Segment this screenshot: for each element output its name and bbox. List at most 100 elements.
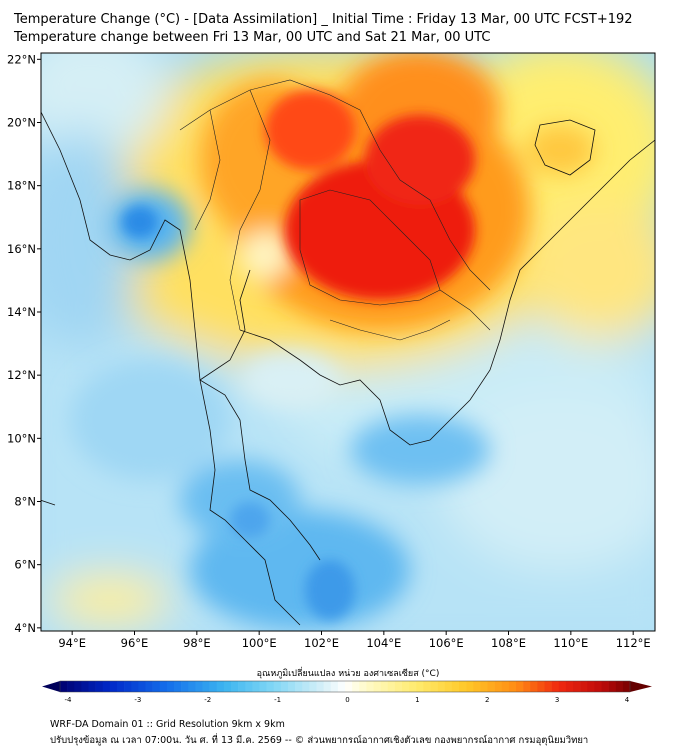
colorbar-segment [195, 681, 203, 692]
colorbar-segment [409, 681, 417, 692]
map-subtitle: Temperature change between Fri 13 Mar, 0… [14, 30, 491, 45]
colorbar-tick-label: -2 [204, 696, 211, 704]
colorbar-segment [473, 681, 481, 692]
colorbar-segment [352, 681, 360, 692]
colorbar-segment [373, 681, 381, 692]
colorbar-segment [615, 681, 624, 692]
lat-tick-label: 14°N [7, 305, 36, 319]
colorbar [42, 680, 652, 693]
colorbar-segment [145, 681, 153, 692]
colorbar-segment [202, 681, 210, 692]
colorbar-tick-label: 1 [415, 696, 419, 704]
lon-tick-label: 104°E [366, 636, 401, 650]
lat-tick-label: 20°N [7, 115, 36, 129]
colorbar-segment [537, 681, 545, 692]
colorbar-segment [174, 681, 182, 692]
colorbar-segment [188, 681, 196, 692]
colorbar-segment [138, 681, 146, 692]
colorbar-segment [81, 681, 89, 692]
colorbar-segment [402, 681, 410, 692]
lat-tick-label: 8°N [14, 495, 36, 509]
colorbar-segment [565, 681, 574, 692]
colorbar-tick-label: 2 [485, 696, 489, 704]
lat-tick-label: 22°N [7, 52, 36, 66]
colorbar-segment [345, 681, 353, 692]
temperature-field [41, 53, 655, 631]
lon-tick-label: 110°E [553, 636, 588, 650]
colorbar-segment [444, 681, 453, 692]
colorbar-segment [181, 681, 189, 692]
colorbar-segment [387, 681, 396, 692]
lon-tick-label: 96°E [121, 636, 149, 650]
colorbar-segment [608, 681, 617, 692]
colorbar-segment [238, 681, 246, 692]
colorbar-segment [109, 681, 118, 692]
colorbar-segment [516, 681, 524, 692]
colorbar-ticks: -4 -3 -2 -1 0 1 2 3 4 [65, 696, 630, 704]
footer-model-info: WRF-DA Domain 01 :: Grid Resolution 9km … [50, 719, 285, 730]
colorbar-segment [601, 681, 609, 692]
colorbar-segment [288, 681, 296, 692]
colorbar-segment [580, 681, 588, 692]
colorbar-segment [216, 681, 225, 692]
lat-tick-label: 16°N [7, 242, 36, 256]
lat-tick-label: 4°N [14, 621, 36, 635]
colorbar-segment [587, 681, 595, 692]
colorbar-segment [359, 681, 367, 692]
colorbar-label: อุณหภูมิเปลี่ยนแปลง หน่วย องศาเซลเซียส (… [257, 666, 440, 679]
plot-frame [40, 52, 656, 632]
colorbar-segment [551, 681, 560, 692]
colorbar-segment [316, 681, 324, 692]
colorbar-segment [622, 681, 631, 692]
colorbar-segment [302, 681, 310, 692]
colorbar-segment [594, 681, 602, 692]
colorbar-segment [152, 681, 161, 692]
lon-tick-label: 98°E [183, 636, 211, 650]
colorbar-segment [273, 681, 282, 692]
lon-tick-label: 94°E [58, 636, 86, 650]
lat-tick-label: 6°N [14, 558, 36, 572]
colorbar-segment [231, 681, 239, 692]
colorbar-segment [74, 681, 82, 692]
colorbar-segment [259, 681, 267, 692]
colorbar-segment [209, 681, 218, 692]
colorbar-segment [530, 681, 538, 692]
lat-tick-label: 18°N [7, 179, 36, 193]
colorbar-min-arrow [42, 681, 60, 692]
colorbar-segment [494, 681, 503, 692]
colorbar-segment [480, 681, 488, 692]
colorbar-tick-label: -3 [134, 696, 141, 704]
colorbar-segment [416, 681, 424, 692]
lon-tick-label: 100°E [242, 636, 277, 650]
colorbar-segment [102, 681, 111, 692]
footer-update-info: ปรับปรุงข้อมูล ณ เวลา 07:00น. วัน ศ. ที่… [50, 735, 589, 746]
colorbar-segment [266, 681, 275, 692]
colorbar-frame [59, 680, 631, 693]
country-borders [179, 79, 491, 341]
colorbar-segment [117, 681, 125, 692]
colorbar-segment [124, 681, 132, 692]
colorbar-segment [337, 681, 346, 692]
colorbar-tick-label: -1 [274, 696, 281, 704]
colorbar-tick-label: 3 [555, 696, 559, 704]
colorbar-segment [544, 681, 552, 692]
colorbar-segment [380, 681, 389, 692]
coastlines [41, 111, 655, 626]
colorbar-segment [508, 681, 517, 692]
lon-tick-label: 112°E [616, 636, 651, 650]
colorbar-segment [323, 681, 332, 692]
colorbar-tick-label: 0 [345, 696, 349, 704]
colorbar-segment [451, 681, 460, 692]
lat-tick-label: 12°N [7, 368, 36, 382]
colorbar-segment [366, 681, 374, 692]
colorbar-segment [88, 681, 96, 692]
lon-tick-label: 108°E [491, 636, 526, 650]
longitude-axis: 94°E 96°E 98°E 100°E 102°E 104°E 106°E 108°E 110… [58, 631, 651, 650]
colorbar-segment [523, 681, 531, 692]
lon-tick-label: 102°E [304, 636, 339, 650]
colorbar-segment [67, 681, 75, 692]
colorbar-segment [573, 681, 581, 692]
map-title: Temperature Change (°C) - [Data Assimila… [14, 12, 633, 27]
colorbar-segment [430, 681, 438, 692]
